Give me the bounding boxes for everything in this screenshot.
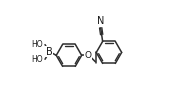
Text: B: B — [46, 47, 52, 57]
Text: N: N — [96, 16, 104, 26]
Text: HO: HO — [31, 40, 43, 49]
Text: CN: CN — [103, 34, 105, 35]
Text: HO: HO — [31, 55, 43, 64]
Text: O: O — [85, 51, 92, 60]
